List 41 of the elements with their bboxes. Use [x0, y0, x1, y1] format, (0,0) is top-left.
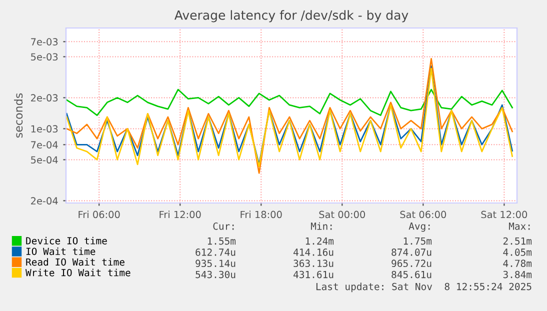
- text: 2.51m: [503, 237, 532, 245]
- legend-label: Device IO time: [26, 236, 107, 244]
- x-tick-label: Sat 06:00: [400, 210, 446, 218]
- legend-label: Read IO Wait time: [26, 258, 124, 266]
- text: 431.61u: [294, 270, 334, 278]
- legend-label: IO Wait time: [26, 248, 96, 256]
- y-tick-label: 2e-04: [31, 197, 58, 205]
- text: Last update: Sat Nov 8 12:55:24 2025: [316, 282, 532, 292]
- y-tick-label: 2e-03: [31, 94, 58, 102]
- text: 3.84m: [503, 270, 532, 278]
- y-tick-label: 7e-04: [31, 141, 58, 148]
- text: 4.78m: [503, 260, 532, 268]
- text: 845.61u: [392, 270, 432, 278]
- text: Min:: [310, 222, 332, 230]
- text: Cur:: [213, 222, 234, 230]
- y-axis-title: seconds: [14, 93, 23, 138]
- x-tick-label: Fri 06:00: [78, 210, 120, 218]
- text: 965.72u: [392, 260, 432, 268]
- text: 935.14u: [196, 260, 236, 268]
- text: 4.05m: [503, 248, 532, 256]
- text: 612.74u: [196, 248, 236, 256]
- y-tick-label: 1e-03: [31, 125, 58, 133]
- text: 874.07u: [392, 248, 432, 256]
- text: 1.75m: [404, 237, 432, 245]
- chart-title: Average latency for /dev/sdk - by day: [174, 10, 408, 22]
- text: 1.24m: [306, 237, 334, 245]
- y-tick-label: 5e-03: [31, 53, 58, 61]
- line-series: [66, 88, 513, 116]
- text: 363.13u: [294, 260, 334, 268]
- x-tick-label: Fri 12:00: [160, 210, 201, 218]
- text: 414.16u: [294, 248, 334, 256]
- x-tick-label: Fri 18:00: [240, 210, 282, 218]
- x-tick-label: Sat 00:00: [319, 210, 366, 218]
- text: Max:: [508, 222, 530, 230]
- text: Avg:: [408, 222, 430, 232]
- y-tick-label: 7e-03: [31, 38, 58, 46]
- text: 543.30u: [196, 270, 236, 278]
- text: 1.55m: [208, 237, 236, 245]
- x-tick-label: Sat 12:00: [481, 210, 528, 218]
- y-tick-label: 5e-04: [31, 156, 58, 164]
- legend-label: Write IO Wait time: [26, 268, 130, 276]
